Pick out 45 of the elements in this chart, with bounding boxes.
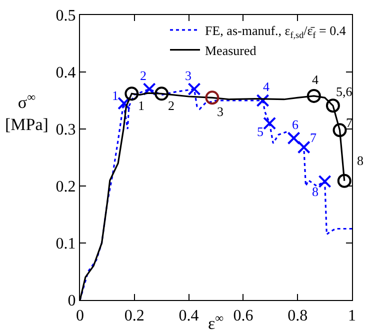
x-tick-label: 0.6 (233, 307, 254, 324)
x-tick-label: 1 (348, 307, 356, 324)
x-tick-label: 0.4 (178, 307, 199, 324)
y-tick-label: 0.4 (56, 64, 76, 82)
annotation: 3 (185, 68, 192, 83)
annotation: 5,6 (336, 84, 353, 99)
x-tick-label: 0.8 (288, 307, 308, 324)
annotation: 3 (217, 104, 224, 119)
x-tick-label: 0.2 (124, 307, 144, 324)
y-tick-label: 0.1 (56, 236, 76, 253)
annotation: 4 (312, 72, 319, 87)
y-tick-label: 0.2 (56, 178, 76, 196)
point (124, 86, 139, 101)
point (263, 116, 276, 130)
annotation: 7 (346, 115, 353, 130)
annotation: 7 (310, 130, 317, 145)
point (118, 96, 131, 110)
annotation: 8 (312, 184, 318, 199)
y-tick-label: 0 (68, 292, 76, 310)
annotation: 4 (263, 79, 270, 94)
point (256, 94, 270, 107)
point (337, 174, 352, 188)
x-axis-title: ε$^{∞}$ (208, 311, 224, 332)
annotation: 1 (138, 98, 144, 113)
point (142, 82, 156, 96)
annotation: 6 (292, 117, 299, 132)
point (154, 86, 169, 101)
point (297, 140, 310, 154)
point (188, 82, 201, 96)
point (205, 90, 220, 105)
point (287, 132, 300, 145)
annotation: 1 (112, 88, 118, 103)
point (332, 123, 347, 138)
annotation: 8 (357, 153, 364, 168)
annotation: 2 (168, 98, 174, 113)
legend-label: Measured (205, 42, 257, 58)
point (318, 174, 332, 188)
y-tick-label: 0.3 (56, 122, 76, 139)
y-tick-label: 0.5 (56, 8, 76, 25)
annotation: 5 (257, 124, 264, 139)
y-axis-title: σ$^{∞}$ [MPa] (5, 90, 48, 134)
point (326, 98, 340, 113)
legend-label: FE, as-manuf., ε$_{f,sd}$/ε̄$_{f}$ = 0.4 (205, 23, 346, 40)
point (306, 88, 321, 103)
annotation: 2 (140, 68, 146, 83)
